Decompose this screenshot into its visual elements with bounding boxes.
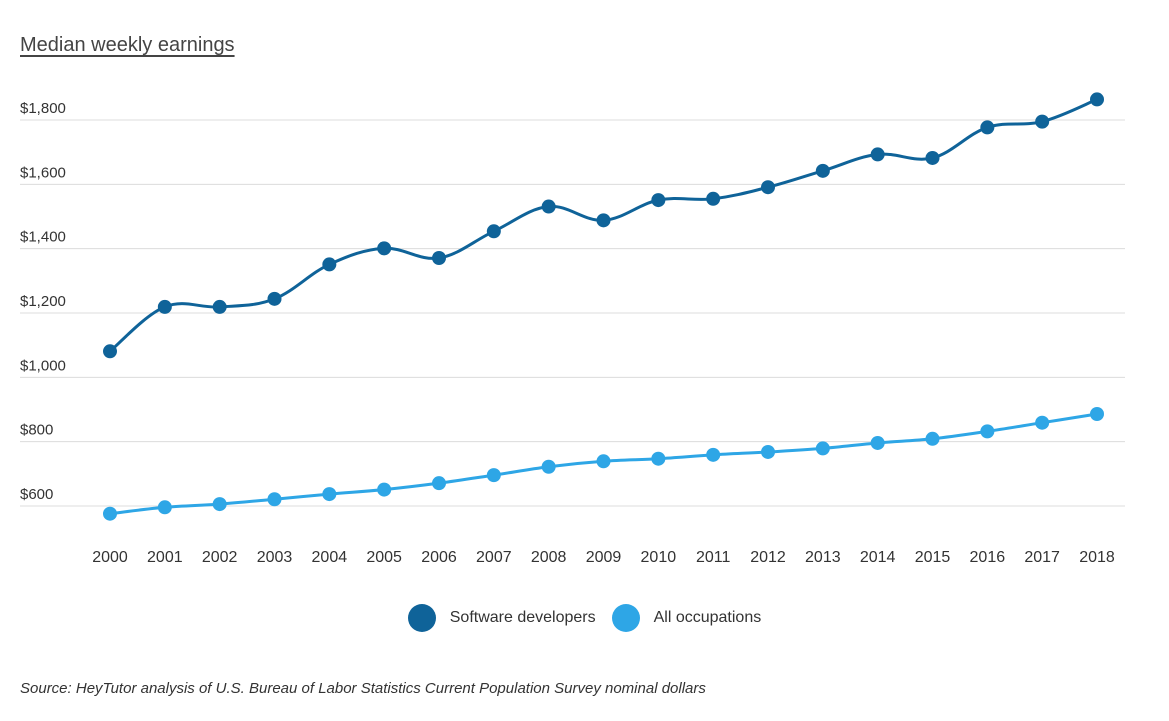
data-point-software-developers[interactable] [267,291,282,306]
grid-lines [20,119,1125,507]
legend-label-software-developers: Software developers [449,609,596,626]
data-point-software-developers[interactable] [486,224,501,239]
x-tick-label: 2008 [531,549,567,566]
legend: Software developers All occupations [0,604,1169,632]
legend-label-all-occupations: All occupations [653,609,762,626]
data-point-software-developers[interactable] [1090,92,1104,107]
legend-item-software-developers[interactable]: Software developers [407,604,596,632]
y-tick-label: $1,800 [20,100,66,117]
legend-swatch-all-occupations [611,604,640,632]
data-point-software-developers[interactable] [761,180,775,195]
data-point-software-developers[interactable] [870,147,885,162]
data-point-all-occupations[interactable] [432,476,446,491]
x-tick-label: 2013 [805,549,841,566]
data-point-software-developers[interactable] [651,193,666,208]
x-tick-label: 2014 [860,549,896,566]
chart-title: Median weekly earnings [20,34,235,56]
data-point-all-occupations[interactable] [1035,415,1050,430]
data-point-all-occupations[interactable] [157,500,172,515]
x-tick-label: 2009 [586,549,622,566]
x-tick-label: 2002 [202,549,238,566]
data-point-all-occupations[interactable] [815,441,830,456]
data-point-software-developers[interactable] [706,191,721,206]
x-tick-label: 2006 [421,549,457,566]
x-tick-label: 2016 [970,549,1006,566]
y-tick-label: $600 [20,486,53,503]
data-point-all-occupations[interactable] [322,487,337,502]
data-point-all-occupations[interactable] [706,447,721,462]
y-tick-label: $1,400 [20,229,66,246]
x-tick-label: 2011 [696,549,731,566]
data-point-software-developers[interactable] [815,163,830,178]
x-tick-label: 2003 [257,549,293,566]
data-point-all-occupations[interactable] [761,444,775,459]
x-axis-labels: 2000 2001 2002 2003 2004 2005 2006 2007 2008 2009… [92,549,1115,566]
data-point-all-occupations[interactable] [377,482,392,497]
x-tick-label: 2005 [366,549,402,566]
data-point-all-occupations[interactable] [541,459,556,474]
data-point-software-developers[interactable] [1035,114,1050,129]
source-note: Source: HeyTutor analysis of U.S. Bureau… [20,680,706,697]
data-point-all-occupations[interactable] [870,435,885,450]
x-tick-label: 2001 [147,549,183,566]
data-point-software-developers[interactable] [980,120,995,135]
x-tick-label: 2012 [750,549,786,566]
data-point-software-developers[interactable] [596,213,611,228]
data-point-all-occupations[interactable] [267,492,282,507]
legend-swatch-software-developers [407,604,436,632]
y-tick-label: $1,600 [20,164,66,181]
data-point-all-occupations[interactable] [486,468,501,483]
data-point-all-occupations[interactable] [1090,407,1104,422]
data-point-all-occupations[interactable] [925,431,940,446]
y-tick-label: $800 [20,422,53,439]
x-tick-label: 2004 [312,549,348,566]
x-tick-label: 2015 [915,549,951,566]
data-point-software-developers[interactable] [322,257,337,272]
x-tick-label: 2000 [92,549,128,566]
data-point-software-developers[interactable] [157,299,172,314]
data-point-all-occupations[interactable] [651,451,666,466]
y-tick-label: $1,000 [20,357,66,374]
x-tick-label: 2007 [476,549,512,566]
x-tick-label: 2017 [1024,549,1060,566]
y-tick-label: $1,200 [20,293,66,310]
data-point-all-occupations[interactable] [980,424,995,439]
data-point-all-occupations[interactable] [212,497,227,512]
legend-item-all-occupations[interactable]: All occupations [611,604,762,632]
data-point-software-developers[interactable] [925,150,940,165]
data-point-software-developers[interactable] [212,299,227,314]
data-point-software-developers[interactable] [432,250,446,265]
series-layer [103,92,1104,521]
x-tick-label: 2018 [1079,549,1115,566]
x-tick-label: 2010 [641,549,677,566]
data-point-software-developers[interactable] [377,241,392,256]
data-point-all-occupations[interactable] [103,506,117,521]
data-point-software-developers[interactable] [103,344,117,359]
y-axis-labels: $600 $800 $1,000 $1,200 $1,400 $1,600 $1,800 [20,100,66,503]
data-point-software-developers[interactable] [541,199,556,214]
data-point-all-occupations[interactable] [596,454,611,469]
